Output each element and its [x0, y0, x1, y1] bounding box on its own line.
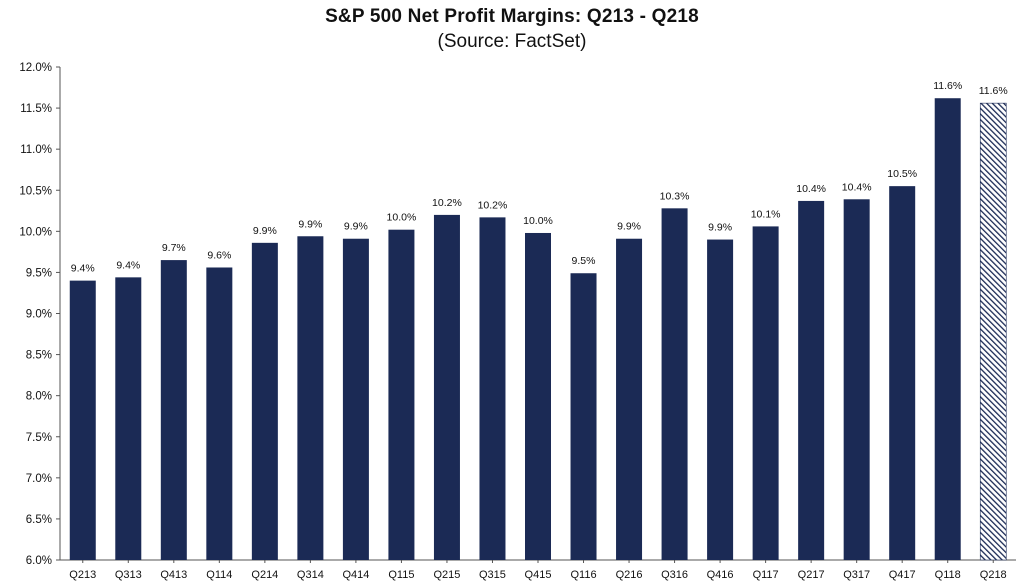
y-tick-label: 8.5%: [26, 350, 52, 362]
x-tick-label: Q314: [297, 569, 324, 581]
data-label: 9.5%: [572, 255, 596, 267]
data-label: 10.0%: [387, 212, 417, 224]
data-label: 10.2%: [432, 197, 462, 209]
x-tick-label: Q313: [115, 569, 142, 581]
x-tick-label: Q215: [433, 569, 460, 581]
bar: [661, 208, 688, 560]
x-tick-label: Q316: [661, 569, 688, 581]
data-label: 9.9%: [617, 221, 641, 233]
y-tick-label: 8.0%: [26, 391, 52, 403]
bar: [934, 98, 961, 561]
x-tick-label: Q115: [388, 569, 414, 581]
data-label: 10.4%: [842, 181, 872, 193]
x-tick-label: Q116: [570, 569, 596, 581]
bar: [206, 267, 233, 560]
bar: [479, 217, 506, 561]
bar: [889, 186, 916, 560]
y-tick-label: 9.0%: [26, 309, 52, 321]
bar: [752, 226, 779, 561]
x-tick-label: Q118: [935, 569, 961, 581]
bar: [843, 199, 870, 560]
bar: [160, 260, 187, 560]
x-tick-label: Q114: [206, 569, 232, 581]
y-tick-label: 10.5%: [19, 185, 52, 197]
bar: [570, 273, 597, 560]
y-tick-label: 11.5%: [20, 103, 52, 115]
x-tick-label: Q217: [798, 569, 825, 581]
bar: [707, 239, 734, 561]
y-tick-label: 6.5%: [26, 514, 52, 526]
y-tick-label: 9.5%: [26, 267, 52, 279]
data-label: 10.0%: [523, 215, 553, 227]
x-tick-label: Q218: [980, 569, 1007, 581]
x-tick-label: Q315: [479, 569, 506, 581]
data-label: 11.6%: [933, 80, 962, 92]
data-label: 9.7%: [162, 242, 186, 254]
data-label: 10.3%: [660, 190, 690, 202]
data-label: 10.1%: [751, 208, 781, 220]
bar: [616, 238, 643, 560]
x-tick-label: Q415: [525, 569, 552, 581]
data-label: 9.6%: [207, 249, 231, 261]
data-label: 9.9%: [298, 218, 322, 230]
x-tick-label: Q213: [69, 569, 96, 581]
bar: [525, 232, 551, 560]
x-tick-label: Q416: [707, 569, 734, 581]
x-tick-label: Q216: [616, 569, 643, 581]
data-label: 9.9%: [344, 221, 368, 233]
y-tick-label: 6.0%: [26, 555, 52, 567]
y-tick-label: 7.5%: [26, 432, 52, 444]
x-tick-label: Q117: [753, 569, 779, 581]
y-tick-label: 10.0%: [19, 226, 52, 238]
data-label: 9.4%: [116, 259, 140, 271]
x-tick-label: Q413: [160, 569, 187, 581]
x-tick-label: Q317: [843, 569, 870, 581]
bar: [798, 200, 825, 560]
data-label: 9.4%: [71, 263, 95, 275]
y-tick-label: 7.0%: [26, 473, 52, 485]
data-label: 10.4%: [796, 183, 826, 195]
bar: [388, 229, 415, 560]
bar: [251, 242, 278, 560]
bar-estimate: [979, 102, 1007, 561]
data-label: 9.9%: [253, 225, 277, 237]
data-label: 10.5%: [887, 168, 917, 180]
chart-subtitle: (Source: FactSet): [437, 31, 587, 52]
data-label: 9.9%: [708, 222, 732, 234]
y-tick-label: 11.0%: [20, 144, 52, 156]
chart-title: S&P 500 Net Profit Margins: Q213 - Q218: [325, 6, 699, 27]
data-label: 11.6%: [979, 85, 1008, 97]
bar: [433, 214, 460, 560]
x-tick-label: Q414: [342, 569, 369, 581]
data-label: 10.2%: [478, 199, 508, 211]
x-tick-label: Q214: [251, 569, 278, 581]
x-tick-label: Q417: [889, 569, 916, 581]
y-tick-label: 12.0%: [19, 62, 52, 74]
bar: [342, 238, 369, 560]
bar: [69, 280, 96, 560]
bar: [115, 277, 142, 560]
bar: [297, 236, 324, 560]
